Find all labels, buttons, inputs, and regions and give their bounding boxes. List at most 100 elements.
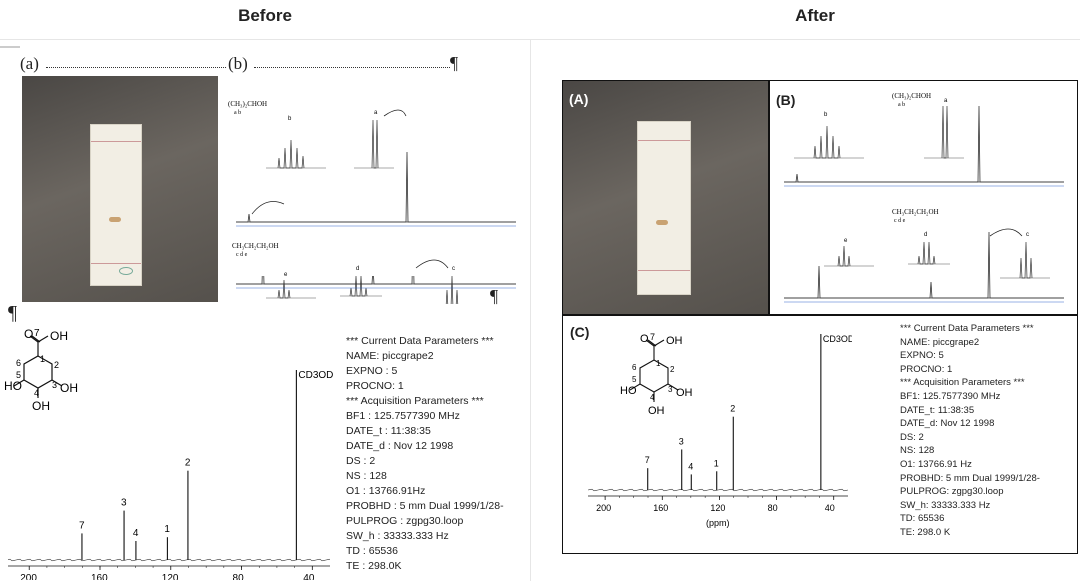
atom-7-after: 7: [650, 332, 655, 342]
peak-label-e-after: e: [844, 238, 848, 244]
param-line: TE : 298.0K: [346, 560, 402, 572]
tlc-photo: [22, 76, 218, 302]
formula-isopropanol-labels: a b: [234, 110, 241, 116]
peak-label-e: e: [284, 272, 288, 278]
x-tick-label: 120: [162, 573, 179, 580]
param-line: DATE_d: Nov 12 1998: [900, 418, 995, 430]
param-line: TD : 65536: [346, 545, 398, 557]
formula-isopropanol-after: (CH₃)₂CHOH: [892, 92, 931, 100]
param-line: DS: 2: [900, 431, 924, 443]
peak-label-4: 4: [688, 461, 693, 471]
atom-4-after: 4: [650, 393, 655, 402]
x-tick-label: 120: [710, 503, 725, 513]
atom-4: 4: [34, 388, 39, 398]
param-line: EXPNO : 5: [346, 365, 398, 377]
x-tick-label: 40: [825, 503, 835, 513]
param-line: PROBHD : 5 mm Dual 1999/1/28-: [346, 500, 504, 512]
atom-2-after: 2: [670, 365, 675, 374]
baseline-noise: [587, 488, 849, 492]
before-figure: (a) (b) ¶ (CH₃)₂CHOH a b b a: [0, 40, 530, 581]
atom-1-after: 1: [656, 359, 661, 368]
x-tick-label: 200: [596, 503, 611, 513]
param-line: DS : 2: [346, 455, 376, 467]
pilcrow-mark-2: ¶: [490, 286, 499, 306]
peak-label-a: a: [374, 110, 378, 116]
peak-label-1: 1: [164, 524, 170, 535]
solvent-label: CD3OD: [298, 370, 333, 381]
atom-7: 7: [34, 328, 40, 339]
atom-5: 5: [16, 370, 21, 380]
tlc-strip: [90, 124, 142, 286]
param-line: O1: 13766.91 Hz: [900, 458, 972, 470]
param-line: DATE_d : Nov 12 1998: [346, 440, 454, 452]
gallic-acid-structure-after: 7 O OH 1 2 3 4 5 6 HO OH OH: [620, 332, 693, 417]
after-header: After: [795, 6, 835, 25]
before-header: Before: [238, 6, 292, 25]
after-figure: (A) (B) (CH₃)₂CHOH a b b a CH₃CH₂CH₂OH c…: [562, 80, 1078, 555]
atom-oh-4-after: OH: [648, 405, 665, 417]
x-tick-label: 200: [20, 573, 37, 580]
param-line: NAME: piccgrape2: [900, 336, 980, 348]
param-line: TE: 298.0 K: [900, 526, 951, 538]
atom-6: 6: [16, 358, 21, 368]
param-line: TD: 65536: [900, 513, 945, 525]
param-line: SW_h: 33333.333 Hz: [900, 499, 991, 511]
x-tick-label: 160: [91, 573, 108, 580]
atom-3: 3: [52, 380, 57, 390]
param-line: *** Current Data Parameters ***: [346, 335, 494, 347]
peak-label-c-after: c: [1026, 232, 1029, 238]
peak-label-d: d: [356, 266, 359, 272]
pilcrow-mark: ¶: [450, 53, 459, 73]
peak-label-7: 7: [79, 520, 85, 531]
param-line: BF1 : 125.7577390 MHz: [346, 410, 460, 422]
solvent-label: CD3OD: [823, 334, 852, 344]
atom-1: 1: [40, 354, 45, 364]
atom-6-after: 6: [632, 363, 637, 372]
param-line: NAME: piccgrape2: [346, 350, 434, 362]
atom-5-after: 5: [632, 375, 637, 384]
dotted-leader-b: [254, 67, 450, 68]
label-b: (b): [228, 54, 248, 73]
param-line: O1 : 13766.91Hz: [346, 485, 426, 497]
x-axis-label: (ppm): [706, 518, 730, 528]
nmr-1h-spectra: (CH₃)₂CHOH a b b a CH₃CH₂CH₂OH c d e e d: [228, 100, 516, 304]
param-line: NS : 128: [346, 470, 387, 482]
peak-label-4: 4: [133, 528, 139, 539]
peak-label-2: 2: [185, 458, 191, 469]
baseline-noise: [7, 558, 331, 562]
formula-propanol-labels: c d e: [236, 252, 248, 258]
acquisition-parameters-after: *** Current Data Parameters *** NAME: pic…: [900, 322, 1040, 540]
formula-isopropanol: (CH₃)₂CHOH: [228, 100, 267, 108]
param-line: *** Acquisition Parameters ***: [346, 395, 484, 407]
peak-label-2: 2: [730, 404, 735, 414]
figure-frame: [562, 80, 1078, 554]
label-A: (A): [569, 91, 589, 107]
param-line: SW_h : 33333.333 Hz: [346, 530, 449, 542]
peak-label-1: 1: [714, 458, 719, 468]
atom-oh-3-after: OH: [676, 387, 693, 399]
x-tick-label: 40: [303, 573, 315, 580]
formula-propanol: CH₃CH₂CH₂OH: [232, 242, 279, 250]
peak-label-d-after: d: [924, 232, 927, 238]
dotted-leader-a: [46, 67, 226, 68]
param-line: PROCNO: 1: [900, 363, 953, 375]
peak-label-3: 3: [679, 436, 684, 446]
param-line: *** Current Data Parameters ***: [900, 323, 1034, 334]
formula-propanol-labels-after: c d e: [894, 218, 906, 224]
param-line: BF1: 125.7577390 MHz: [900, 390, 1001, 402]
peak-label-b: b: [288, 116, 292, 122]
atom-3-after: 3: [668, 385, 673, 394]
label-B: (B): [776, 92, 796, 108]
tlc-photo-after: (A): [563, 81, 768, 314]
x-tick-label: 160: [653, 503, 668, 513]
atom-oh-acid-after: OH: [666, 335, 683, 347]
peak-label-b-after: b: [824, 112, 828, 118]
param-line: DATE_t : 11:38:35: [346, 425, 431, 437]
param-line: PULPROG : zgpg30.loop: [346, 515, 464, 527]
inset-b: b: [266, 116, 326, 169]
gallic-acid-structure: 7 O OH 1 2 3 4 5 6 HO OH OH: [4, 327, 78, 413]
tlc-strip-after: [637, 121, 691, 295]
nmr-1h-baseline-2: [236, 276, 516, 289]
